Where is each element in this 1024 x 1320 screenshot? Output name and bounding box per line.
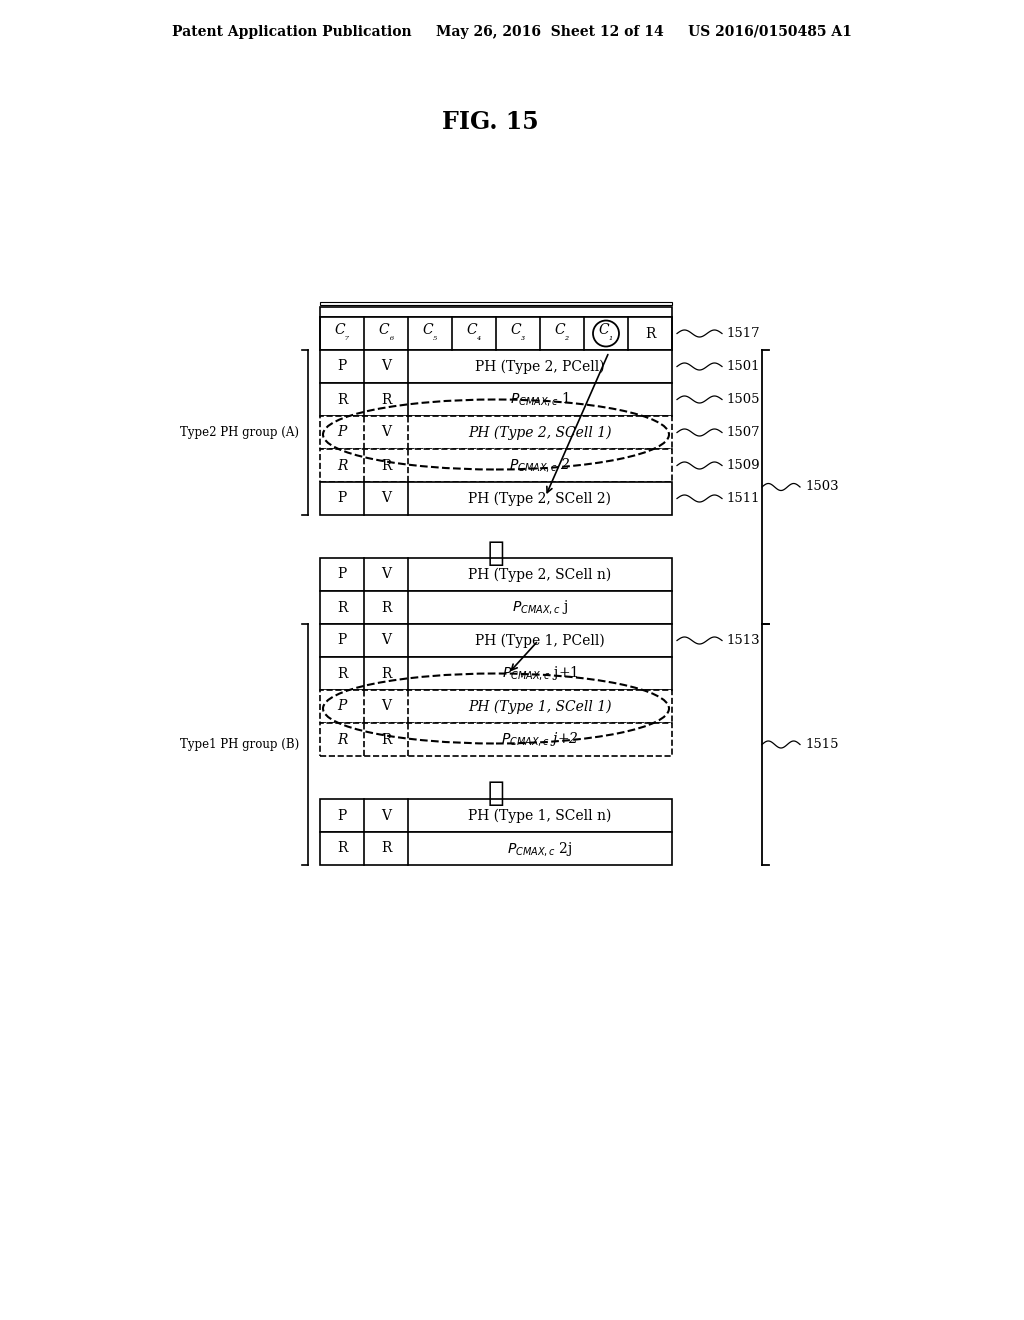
Text: 1507: 1507 <box>726 426 760 440</box>
Bar <box>319 723 672 756</box>
Bar <box>319 624 672 657</box>
Text: V: V <box>381 808 391 822</box>
Text: ₂: ₂ <box>565 333 569 342</box>
Text: PH (Type 2, SCell 1): PH (Type 2, SCell 1) <box>468 425 611 440</box>
Text: V: V <box>381 491 391 506</box>
Text: P: P <box>337 808 347 822</box>
Text: C: C <box>599 323 609 338</box>
Text: PH (Type 2, SCell n): PH (Type 2, SCell n) <box>468 568 611 582</box>
Text: 1501: 1501 <box>726 360 760 374</box>
Text: C: C <box>555 323 565 338</box>
Text: Type2 PH group (A): Type2 PH group (A) <box>180 426 299 440</box>
Text: FIG. 15: FIG. 15 <box>441 110 539 135</box>
Bar <box>319 558 672 591</box>
Text: V: V <box>381 634 391 648</box>
Text: $P_{CMAX,c}$ 2: $P_{CMAX,c}$ 2 <box>509 457 571 474</box>
Bar <box>319 317 672 350</box>
Text: P: P <box>337 491 347 506</box>
Text: PH (Type 1, PCell): PH (Type 1, PCell) <box>475 634 605 648</box>
Bar <box>319 350 672 383</box>
Bar <box>319 832 672 865</box>
Text: $P_{CMAX,c}$ 1: $P_{CMAX,c}$ 1 <box>510 391 570 408</box>
Text: R: R <box>381 733 391 747</box>
Text: ₅: ₅ <box>433 333 437 342</box>
Text: $P_{CMAX,c}$ j+2: $P_{CMAX,c}$ j+2 <box>501 730 579 748</box>
Text: PH (Type 2, PCell): PH (Type 2, PCell) <box>475 359 605 374</box>
Bar <box>319 308 672 317</box>
Text: R: R <box>337 458 347 473</box>
Text: C: C <box>423 323 433 338</box>
Text: $P_{CMAX,c}$ j: $P_{CMAX,c}$ j <box>512 598 568 616</box>
Text: 1511: 1511 <box>726 492 760 506</box>
Text: C: C <box>379 323 389 338</box>
Text: R: R <box>645 326 655 341</box>
Text: R: R <box>337 667 347 681</box>
Text: ₃: ₃ <box>521 333 525 342</box>
Text: C: C <box>467 323 477 338</box>
Text: V: V <box>381 359 391 374</box>
Text: 1517: 1517 <box>726 327 760 341</box>
Text: P: P <box>337 359 347 374</box>
Text: R: R <box>381 667 391 681</box>
Bar <box>319 591 672 624</box>
Text: Patent Application Publication     May 26, 2016  Sheet 12 of 14     US 2016/0150: Patent Application Publication May 26, 2… <box>172 25 852 40</box>
Text: PH (Type 2, SCell 2): PH (Type 2, SCell 2) <box>469 491 611 506</box>
Text: ₁: ₁ <box>609 333 613 342</box>
Bar <box>319 302 672 305</box>
Bar <box>319 383 672 416</box>
Text: ⋯: ⋯ <box>487 540 504 566</box>
Text: ₄: ₄ <box>477 333 481 342</box>
Text: 1505: 1505 <box>726 393 760 407</box>
Text: V: V <box>381 425 391 440</box>
Text: R: R <box>337 392 347 407</box>
Bar <box>319 449 672 482</box>
Text: R: R <box>381 392 391 407</box>
Text: P: P <box>337 700 347 714</box>
Text: 1515: 1515 <box>805 738 839 751</box>
Text: 1513: 1513 <box>726 634 760 647</box>
Text: Type1 PH group (B): Type1 PH group (B) <box>180 738 299 751</box>
Bar <box>319 657 672 690</box>
Bar <box>319 416 672 449</box>
Bar <box>319 690 672 723</box>
Text: V: V <box>381 568 391 582</box>
Text: P: P <box>337 568 347 582</box>
Text: $P_{CMAX,c}$ 2j: $P_{CMAX,c}$ 2j <box>507 840 572 858</box>
Text: R: R <box>381 601 391 615</box>
Text: V: V <box>381 700 391 714</box>
Text: C: C <box>335 323 345 338</box>
Text: C: C <box>511 323 521 338</box>
Text: P: P <box>337 634 347 648</box>
Text: 1503: 1503 <box>805 480 839 494</box>
Text: R: R <box>337 842 347 855</box>
Text: $P_{CMAX,c}$ j+1: $P_{CMAX,c}$ j+1 <box>502 664 579 682</box>
Text: PH (Type 1, SCell n): PH (Type 1, SCell n) <box>468 808 611 822</box>
Text: R: R <box>337 601 347 615</box>
Text: 1509: 1509 <box>726 459 760 473</box>
Text: P: P <box>337 425 347 440</box>
Bar <box>319 482 672 515</box>
Text: ₆: ₆ <box>389 333 393 342</box>
Bar <box>319 799 672 832</box>
Text: ₇: ₇ <box>345 333 349 342</box>
Text: R: R <box>337 733 347 747</box>
Text: ⋯: ⋯ <box>487 780 504 808</box>
Text: R: R <box>381 842 391 855</box>
Text: PH (Type 1, SCell 1): PH (Type 1, SCell 1) <box>468 700 611 714</box>
Text: R: R <box>381 458 391 473</box>
